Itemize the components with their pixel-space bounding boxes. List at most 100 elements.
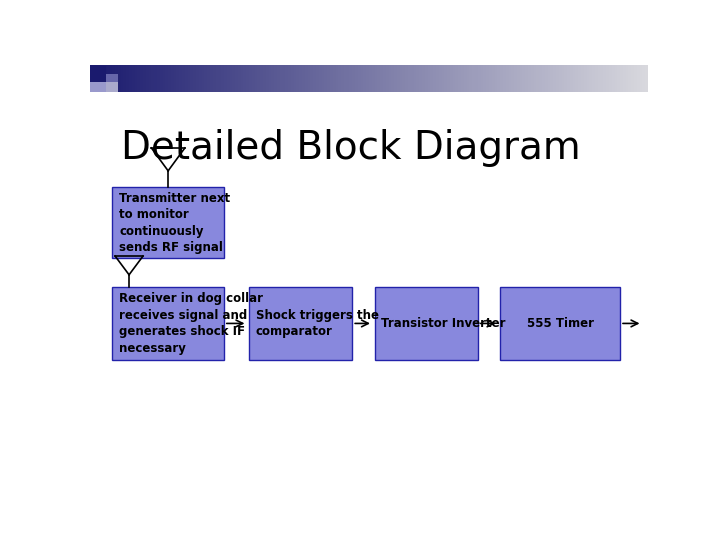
Bar — [215, 65, 218, 92]
Bar — [135, 65, 138, 92]
FancyBboxPatch shape — [374, 287, 478, 360]
Bar — [129, 65, 132, 92]
Bar — [358, 65, 361, 92]
Bar — [464, 65, 467, 92]
FancyBboxPatch shape — [112, 287, 224, 360]
Bar — [106, 82, 118, 92]
Bar — [372, 65, 374, 92]
Bar — [112, 65, 115, 92]
Bar — [190, 65, 193, 92]
Bar — [600, 65, 603, 92]
Bar — [469, 65, 472, 92]
Bar — [481, 65, 483, 92]
Bar — [109, 65, 112, 92]
Bar — [243, 65, 246, 92]
Text: Transistor Inverter: Transistor Inverter — [382, 317, 505, 330]
Bar — [550, 65, 553, 92]
Bar — [274, 65, 277, 92]
Bar — [447, 65, 450, 92]
Bar — [221, 65, 224, 92]
Bar — [352, 65, 355, 92]
Bar — [336, 65, 338, 92]
Bar — [578, 65, 581, 92]
Bar — [151, 65, 154, 92]
Bar — [461, 65, 464, 92]
Bar — [436, 65, 438, 92]
Bar — [185, 65, 188, 92]
Bar — [224, 65, 227, 92]
Bar — [575, 65, 578, 92]
Bar — [327, 65, 330, 92]
Bar — [341, 65, 344, 92]
Bar — [310, 65, 313, 92]
Bar — [503, 65, 505, 92]
Bar — [564, 65, 567, 92]
Bar — [145, 65, 148, 92]
Bar — [389, 65, 392, 92]
Bar — [285, 65, 288, 92]
Bar — [514, 65, 517, 92]
Bar — [118, 65, 121, 92]
Bar — [400, 65, 402, 92]
Bar — [413, 65, 416, 92]
Bar — [419, 65, 422, 92]
Bar — [115, 65, 118, 92]
Bar — [202, 65, 204, 92]
Bar — [176, 65, 179, 92]
Bar — [143, 65, 145, 92]
Bar — [366, 65, 369, 92]
Bar — [645, 65, 648, 92]
FancyBboxPatch shape — [249, 287, 352, 360]
Bar — [626, 65, 629, 92]
Bar — [355, 65, 358, 92]
Bar — [584, 65, 587, 92]
Bar — [380, 65, 383, 92]
Bar — [93, 65, 96, 92]
Bar — [313, 65, 316, 92]
Bar — [213, 65, 215, 92]
Bar — [121, 65, 124, 92]
Bar — [472, 65, 475, 92]
Bar — [609, 65, 612, 92]
Bar — [238, 65, 240, 92]
Bar — [322, 65, 324, 92]
Bar — [101, 65, 104, 92]
Bar — [531, 65, 534, 92]
Bar — [402, 65, 405, 92]
Bar — [467, 65, 469, 92]
Bar — [369, 65, 372, 92]
Bar — [235, 65, 238, 92]
Bar — [333, 65, 336, 92]
Bar — [570, 65, 572, 92]
Bar — [587, 65, 590, 92]
Bar — [425, 65, 428, 92]
Bar — [475, 65, 478, 92]
Bar — [517, 65, 520, 92]
Bar — [642, 65, 645, 92]
Bar — [567, 65, 570, 92]
Bar — [230, 65, 233, 92]
Bar — [344, 65, 347, 92]
FancyBboxPatch shape — [500, 287, 620, 360]
Bar — [547, 65, 550, 92]
Bar — [617, 65, 620, 92]
FancyBboxPatch shape — [112, 187, 224, 258]
Bar — [528, 65, 531, 92]
Bar — [263, 65, 266, 92]
Bar — [288, 65, 291, 92]
Bar — [269, 65, 271, 92]
Bar — [252, 65, 255, 92]
Bar — [612, 65, 615, 92]
Bar — [444, 65, 447, 92]
Bar — [316, 65, 319, 92]
Bar — [505, 65, 508, 92]
Bar — [90, 66, 106, 82]
Bar — [330, 65, 333, 92]
Bar — [539, 65, 542, 92]
Text: Shock triggers the
comparator: Shock triggers the comparator — [256, 309, 379, 339]
Bar — [188, 65, 190, 92]
Bar — [300, 65, 302, 92]
Bar — [227, 65, 230, 92]
Bar — [629, 65, 631, 92]
Bar — [148, 65, 151, 92]
